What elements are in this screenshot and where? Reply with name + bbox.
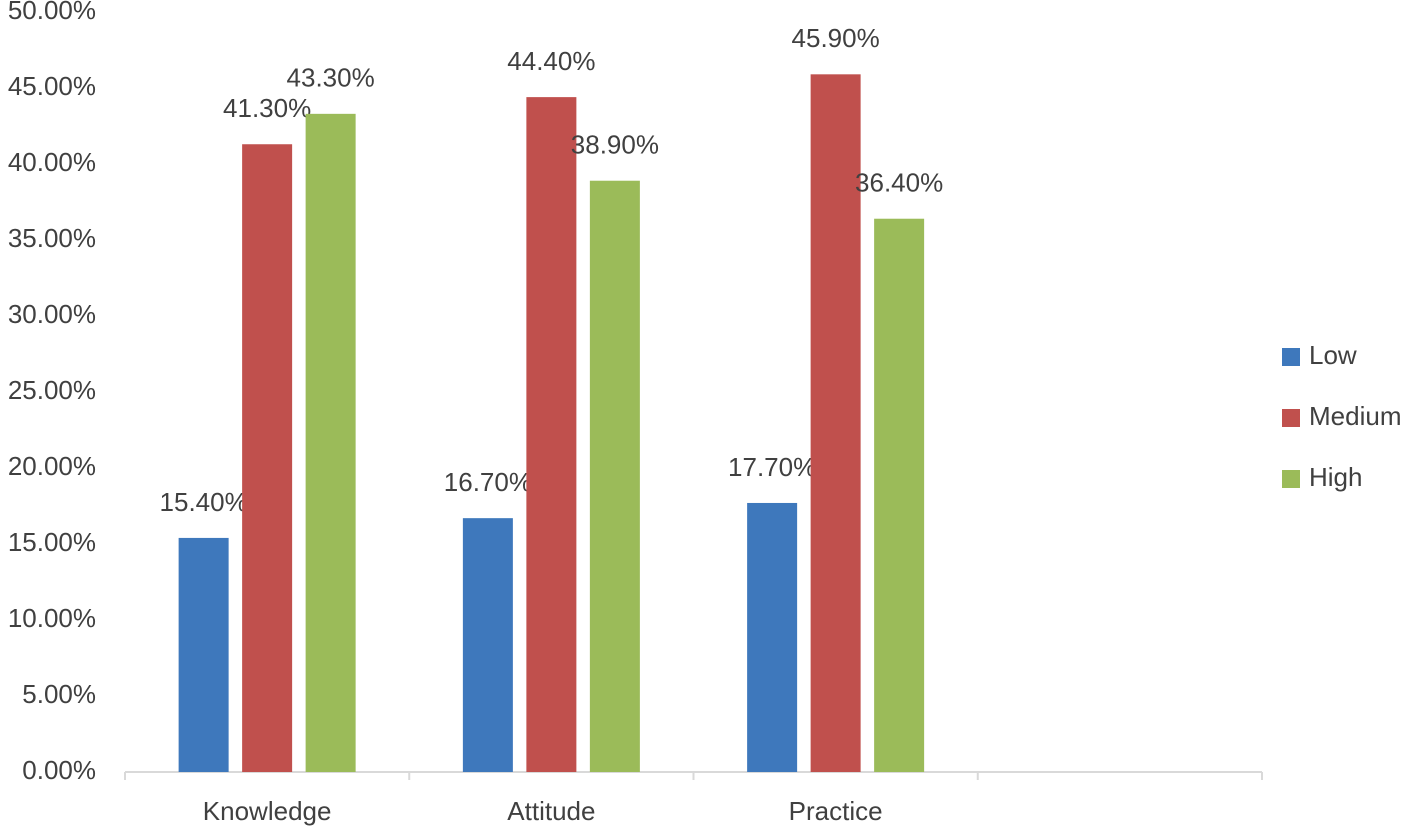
bar (242, 144, 293, 773)
x-tick-label: Knowledge (203, 796, 332, 826)
legend-swatch (1282, 409, 1300, 427)
bar (747, 502, 798, 772)
legend-swatch (1282, 348, 1300, 366)
bar (810, 74, 861, 772)
y-tick-label: 35.00% (8, 223, 96, 253)
y-tick-label: 30.00% (8, 299, 96, 329)
bar (526, 97, 577, 773)
value-label: 17.70% (728, 452, 816, 482)
y-tick-label: 25.00% (8, 375, 96, 405)
y-tick-label: 50.00% (8, 0, 96, 25)
bar (178, 537, 229, 772)
value-label: 45.90% (792, 23, 880, 53)
legend-swatch (1282, 470, 1300, 488)
x-tick-label: Practice (789, 796, 883, 826)
value-label: 16.70% (444, 467, 532, 497)
value-label: 44.40% (507, 46, 595, 76)
bar (589, 180, 640, 773)
y-tick-label: 15.00% (8, 527, 96, 557)
y-tick-label: 45.00% (8, 71, 96, 101)
legend-label: High (1309, 462, 1362, 492)
value-label: 38.90% (571, 130, 659, 160)
value-label: 36.40% (855, 168, 943, 198)
value-label: 43.30% (287, 63, 375, 93)
y-tick-label: 0.00% (22, 755, 96, 785)
x-tick-label: Attitude (507, 796, 595, 826)
y-tick-label: 10.00% (8, 603, 96, 633)
y-tick-label: 40.00% (8, 147, 96, 177)
bar (462, 518, 513, 772)
legend-label: Medium (1309, 401, 1401, 431)
y-tick-label: 20.00% (8, 451, 96, 481)
legend-label: Low (1309, 340, 1357, 370)
bar (874, 218, 925, 773)
bar (305, 113, 356, 773)
value-label: 41.30% (223, 93, 311, 123)
value-label: 15.40% (160, 487, 248, 517)
y-tick-label: 5.00% (22, 679, 96, 709)
